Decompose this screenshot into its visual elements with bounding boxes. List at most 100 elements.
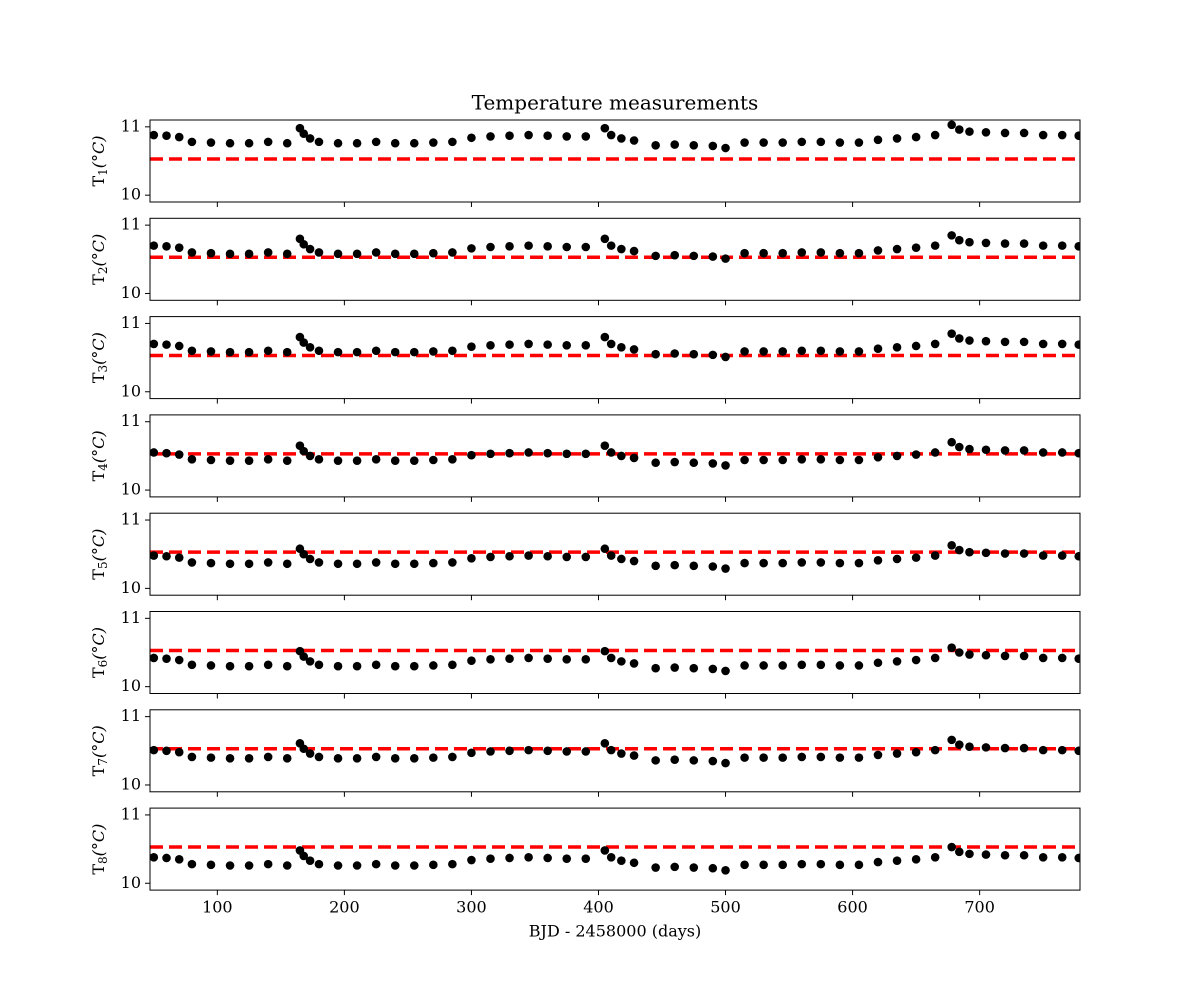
data-point <box>505 551 514 561</box>
data-point <box>562 854 572 863</box>
data-point <box>206 753 216 762</box>
data-point <box>835 138 845 147</box>
data-point <box>892 451 902 461</box>
data-point <box>543 242 552 251</box>
data-point <box>797 346 807 356</box>
data-point <box>150 653 159 663</box>
data-point <box>305 749 315 758</box>
data-point <box>305 134 315 143</box>
data-point <box>740 455 749 465</box>
data-point <box>981 548 991 558</box>
data-point <box>174 450 184 459</box>
y-tick-label: 10 <box>121 578 141 597</box>
data-point <box>1000 743 1010 753</box>
data-point <box>448 660 457 670</box>
data-point <box>670 755 680 764</box>
data-point <box>947 541 956 550</box>
data-point <box>816 752 826 762</box>
data-point <box>263 248 273 257</box>
data-point <box>797 455 807 464</box>
data-point <box>581 132 591 141</box>
data-point <box>740 661 749 670</box>
y-tick-label: 10 <box>121 676 141 695</box>
data-point <box>174 747 184 757</box>
data-point <box>629 136 639 145</box>
data-point <box>835 558 845 568</box>
data-point <box>314 660 324 670</box>
data-point <box>740 558 749 568</box>
data-point <box>854 661 864 670</box>
data-point <box>225 347 235 357</box>
data-point <box>965 849 974 859</box>
data-point <box>448 455 457 464</box>
data-point <box>947 231 956 240</box>
y-tick-label: 11 <box>121 116 141 135</box>
data-point <box>651 458 660 468</box>
subplot: 10 11 T4(°C) <box>89 411 1081 502</box>
data-point <box>352 456 362 465</box>
data-point <box>371 859 381 869</box>
data-point <box>390 249 400 259</box>
plot-area <box>150 643 1080 676</box>
data-point <box>892 856 902 866</box>
data-point <box>617 343 626 352</box>
data-point <box>835 455 845 465</box>
data-point <box>816 558 826 567</box>
data-point <box>333 249 343 259</box>
y-tick-label: 11 <box>121 804 141 823</box>
data-point <box>708 756 718 766</box>
data-point <box>352 138 362 148</box>
data-point <box>955 235 964 245</box>
data-point <box>911 747 921 757</box>
y-label-symbol: T <box>89 569 108 580</box>
data-point <box>1074 131 1080 141</box>
data-point <box>562 655 572 664</box>
data-point <box>651 863 660 872</box>
data-point <box>797 248 807 257</box>
data-point <box>955 847 964 857</box>
y-label-subscript: 5 <box>96 561 110 569</box>
data-point <box>981 850 991 859</box>
y-label-unit: (°C) <box>89 824 108 857</box>
data-point <box>721 143 730 153</box>
data-point <box>1057 745 1067 755</box>
data-point <box>150 241 159 250</box>
data-point <box>947 329 956 338</box>
data-point <box>524 448 533 457</box>
data-point <box>206 455 216 465</box>
data-point <box>911 243 921 252</box>
data-point <box>835 661 845 670</box>
data-point <box>600 332 610 342</box>
data-point <box>816 859 826 869</box>
x-tick-label: 600 <box>837 898 868 917</box>
data-point <box>448 137 457 147</box>
data-point <box>947 437 956 447</box>
axes-frame <box>149 512 1081 596</box>
data-point <box>1019 651 1029 661</box>
data-point <box>947 842 956 852</box>
data-point <box>467 342 476 351</box>
data-point <box>689 458 699 468</box>
data-point <box>1057 339 1067 349</box>
y-label-subscript: 1 <box>96 168 110 176</box>
data-point <box>282 347 292 357</box>
data-point <box>617 657 626 666</box>
data-point <box>371 752 381 762</box>
data-point <box>600 846 610 855</box>
data-point <box>740 138 749 147</box>
data-point <box>721 666 730 676</box>
data-point <box>617 749 626 758</box>
y-label-symbol: T <box>89 470 108 481</box>
y-label-unit: (°C) <box>89 332 108 365</box>
data-point <box>206 558 216 568</box>
data-point <box>1057 551 1067 560</box>
data-point <box>670 457 680 467</box>
data-point <box>299 652 309 661</box>
data-point <box>409 347 419 357</box>
data-point <box>670 140 680 149</box>
data-point <box>263 859 273 869</box>
data-point <box>162 551 171 561</box>
data-point <box>524 551 533 560</box>
y-tick-label: 10 <box>121 185 141 204</box>
data-point <box>333 347 343 357</box>
